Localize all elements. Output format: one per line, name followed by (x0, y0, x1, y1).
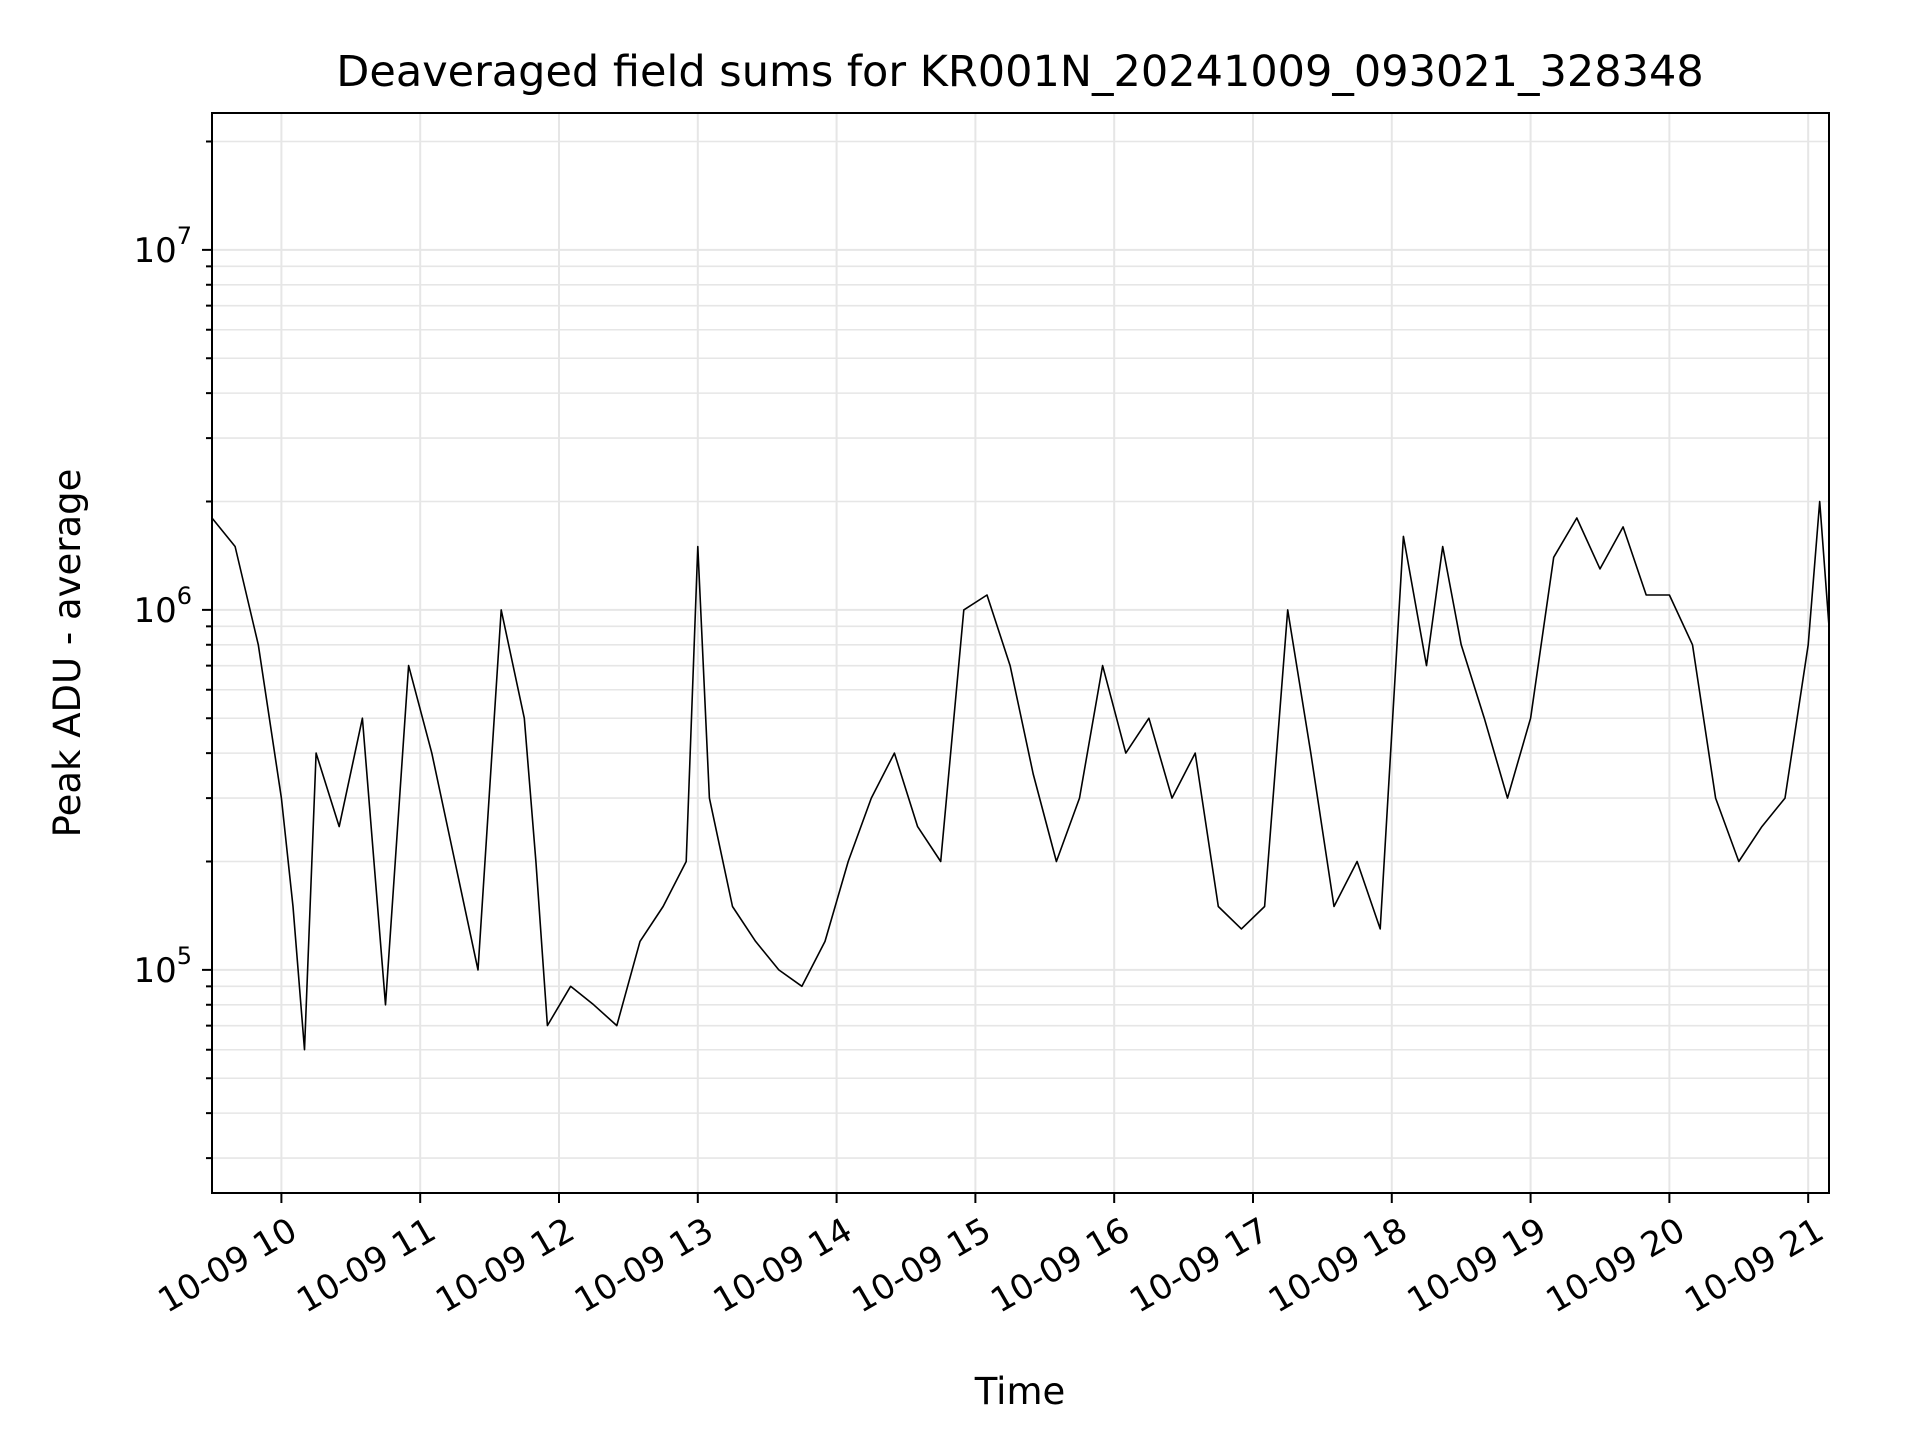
chart-title: Deaveraged field sums for KR001N_2024100… (336, 47, 1703, 97)
y-tick-base: 10 (133, 591, 176, 631)
y-tick-base: 10 (133, 231, 176, 271)
series-line-path (211, 500, 1830, 1051)
y-axis-label: Peak ADU - average (46, 469, 89, 838)
y-tick-label: 107 (133, 222, 192, 271)
y-tick-base: 10 (133, 951, 176, 991)
x-axis-label: Time (974, 1370, 1066, 1413)
y-tick-exponent: 7 (177, 222, 192, 250)
y-tick-exponent: 6 (177, 582, 192, 610)
series-line (211, 500, 1830, 1051)
y-tick-label: 106 (133, 582, 192, 631)
y-tick-exponent: 5 (177, 942, 192, 970)
plot-area-frame (211, 112, 1830, 1194)
y-tick-label: 105 (133, 942, 192, 991)
gridlines (212, 113, 1829, 1193)
